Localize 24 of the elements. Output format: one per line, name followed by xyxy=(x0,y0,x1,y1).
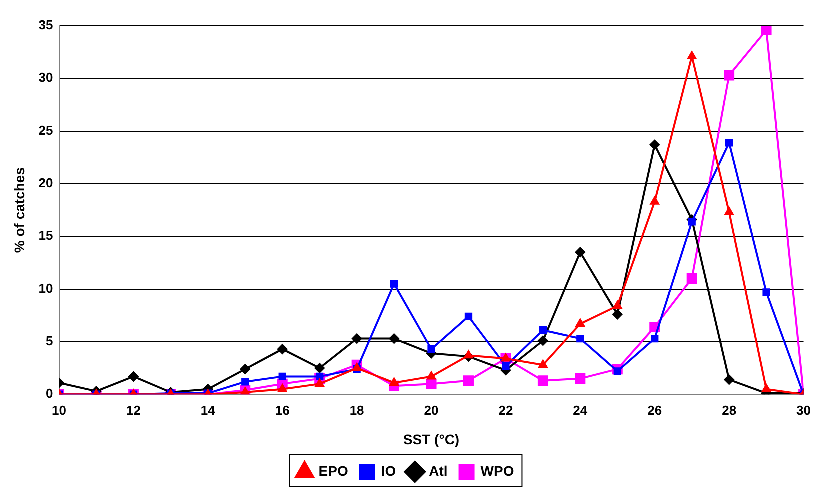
x-tick-label: 30 xyxy=(796,402,812,418)
legend-label: Atl xyxy=(429,462,448,479)
y-tick-label: 10 xyxy=(38,280,54,296)
y-tick-label: 35 xyxy=(38,18,54,33)
legend-label: WPO xyxy=(480,462,514,479)
x-tick-label: 28 xyxy=(722,402,737,418)
x-tick-label: 18 xyxy=(350,402,364,418)
x-tick-label: 14 xyxy=(200,402,216,418)
x-axis-title: SST (°C) xyxy=(403,431,460,448)
x-tick-label: 24 xyxy=(573,402,588,418)
legend-label: EPO xyxy=(318,462,348,479)
x-tick-label: 26 xyxy=(648,402,662,418)
y-tick-label: 20 xyxy=(38,176,54,191)
x-tick-label: 22 xyxy=(498,402,514,418)
y-axis-title: % of catches xyxy=(11,167,28,254)
y-tick-label: 25 xyxy=(38,122,54,138)
x-tick-label: 20 xyxy=(424,402,439,418)
x-tick-label: 16 xyxy=(275,402,290,418)
y-tick-label: 30 xyxy=(38,70,54,86)
legend-label: IO xyxy=(381,462,396,479)
y-tick-label: 0 xyxy=(46,386,54,402)
x-tick-label: 12 xyxy=(126,402,141,418)
y-tick-label: 15 xyxy=(38,228,54,244)
y-tick-label: 5 xyxy=(46,334,54,349)
